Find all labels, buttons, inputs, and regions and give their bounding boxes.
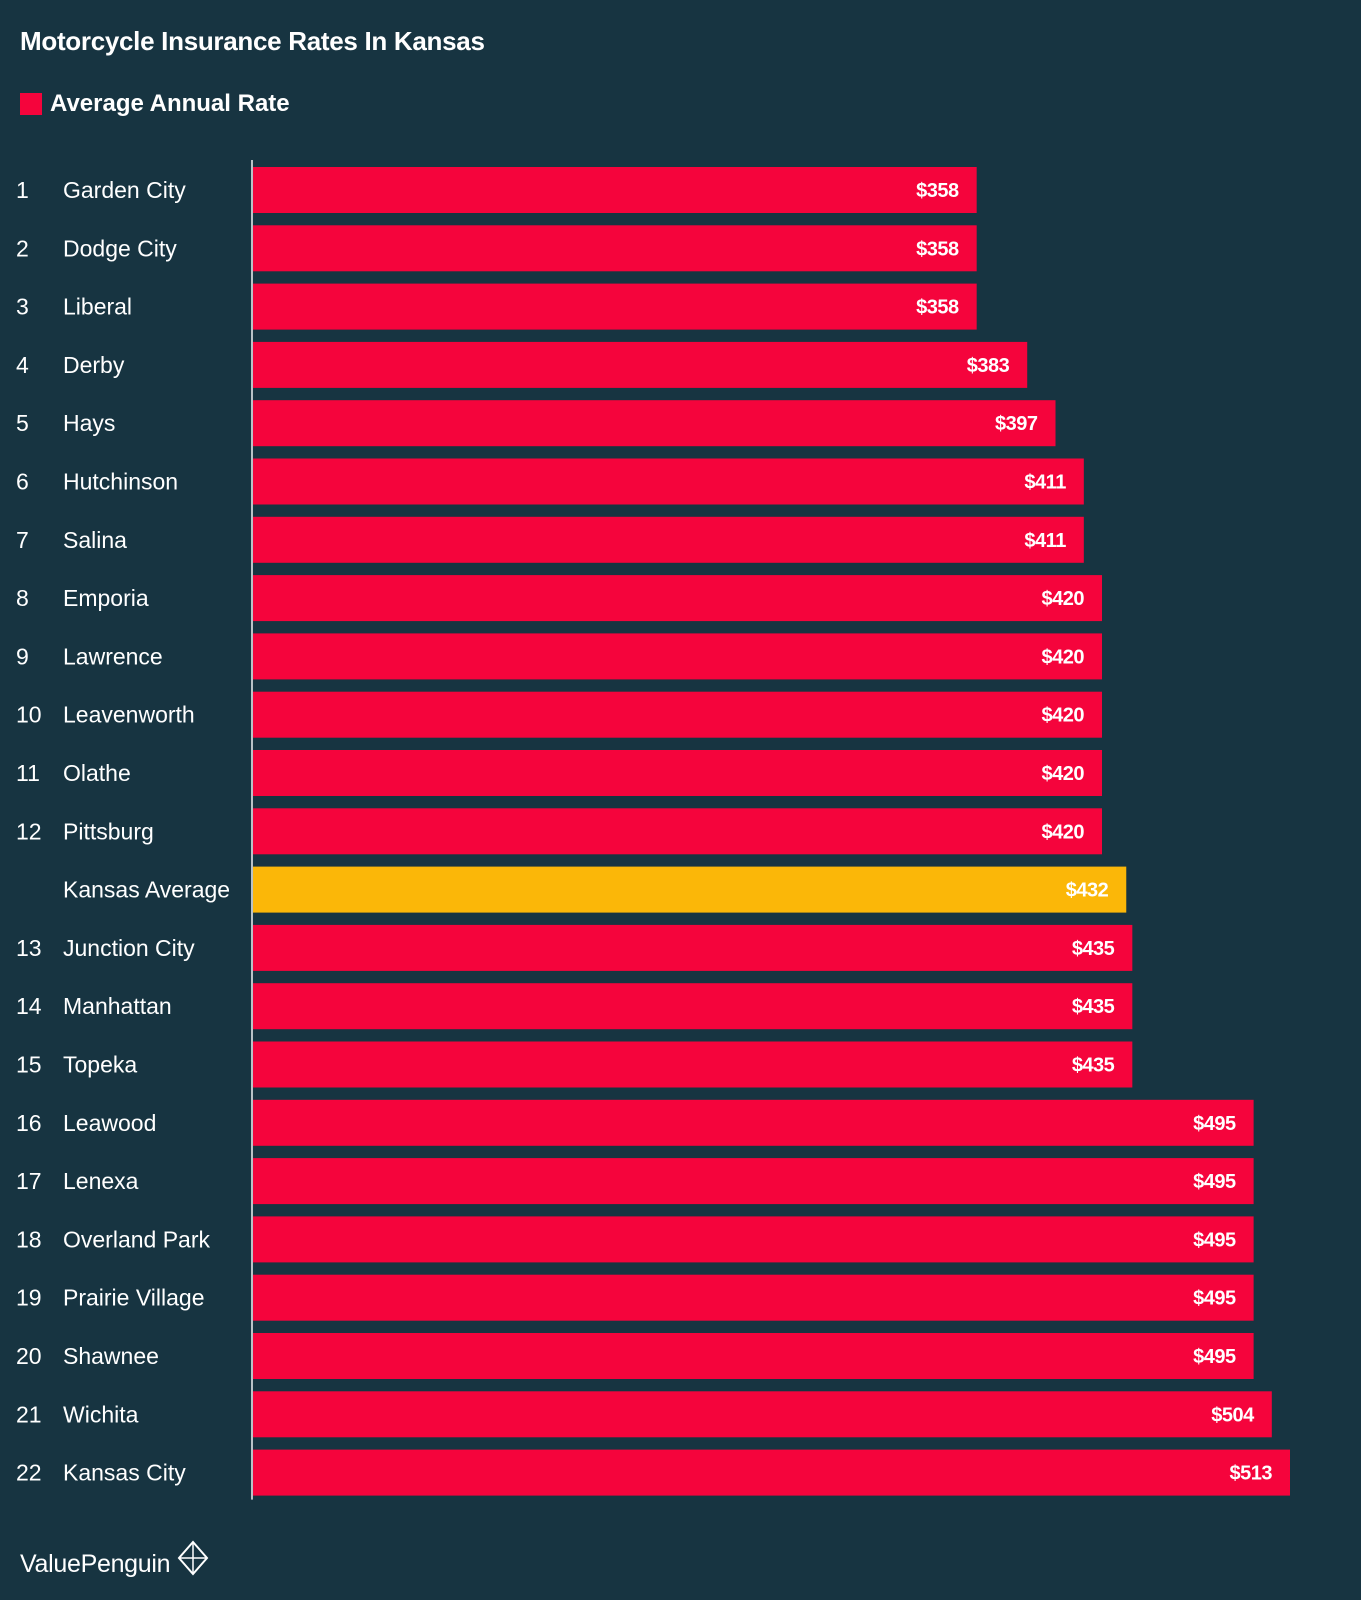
data-label: $432 [1066,880,1109,902]
bar [253,691,1103,738]
bar [253,225,977,272]
city-label: Liberal [63,294,132,320]
chart-title: Motorcycle Insurance Rates In Kansas [20,26,485,56]
data-label: $420 [1042,821,1085,843]
bar [253,167,977,213]
data-label: $397 [995,413,1038,435]
rank-label: 13 [16,935,42,961]
rank-label: 21 [16,1401,42,1427]
data-label: $495 [1193,1288,1236,1310]
bar [253,1391,1272,1438]
rank-label: 15 [16,1052,42,1078]
city-label: Derby [63,352,125,378]
city-label: Hays [63,410,115,436]
city-label: Leavenworth [63,702,195,728]
bar [253,808,1103,855]
bar [253,983,1133,1030]
city-label: Dodge City [63,235,177,261]
data-label: $504 [1211,1404,1255,1426]
bar [253,575,1103,622]
data-label: $420 [1042,588,1085,610]
bar [253,1216,1254,1263]
rank-label: 17 [16,1168,42,1194]
rank-label: 22 [16,1460,42,1486]
data-label: $358 [916,238,959,260]
rank-label: 16 [16,1110,42,1136]
rank-label: 6 [16,469,29,495]
legend-swatch [20,93,42,115]
city-label: Salina [63,527,127,553]
data-label: $435 [1072,938,1115,960]
bar [253,1274,1254,1321]
bar-chart: $358 1 Garden City $358 2 Dodge City $358 3 Libe… [16,160,1290,1500]
city-label: Olathe [63,760,131,786]
bar [253,516,1084,563]
city-label: Leawood [63,1110,156,1136]
city-label: Prairie Village [63,1285,204,1311]
data-label: $435 [1072,1055,1115,1077]
bar [253,1099,1254,1146]
city-label: Manhattan [63,993,172,1019]
bar [253,633,1103,680]
footer: ValuePenguin [20,1539,210,1579]
rank-label: 9 [16,643,29,669]
city-label: Overland Park [63,1226,211,1252]
data-label: $420 [1042,763,1085,785]
data-label: $411 [1024,530,1066,552]
bar [253,1333,1254,1379]
bar [253,866,1127,913]
bar [253,1158,1254,1205]
brand-logo-text: ValuePenguin [20,1550,171,1578]
rank-label: 1 [16,177,29,203]
rank-label: 19 [16,1285,42,1311]
bar [253,458,1084,505]
bar [253,341,1028,388]
city-label: Hutchinson [63,469,178,495]
city-label: Pittsburg [63,818,154,844]
data-label: $420 [1042,705,1085,727]
bar [253,924,1133,971]
city-label: Wichita [63,1401,139,1427]
data-label: $495 [1193,1171,1236,1193]
bar [253,1041,1133,1088]
city-label: Kansas City [63,1460,186,1486]
data-label: $513 [1230,1463,1273,1485]
rank-label: 5 [16,410,29,436]
rank-label: 2 [16,235,29,261]
rank-label: 8 [16,585,29,611]
city-label: Lenexa [63,1168,139,1194]
data-label: $411 [1024,472,1066,494]
bar [253,400,1056,447]
data-label: $495 [1193,1346,1236,1368]
legend-label: Average Annual Rate [50,90,290,117]
rank-label: 12 [16,818,42,844]
city-label: Garden City [63,177,186,203]
rank-label: 20 [16,1343,42,1369]
rank-label: 11 [16,760,40,786]
data-label: $435 [1072,996,1115,1018]
data-label: $495 [1193,1113,1236,1135]
rank-label: 4 [16,352,29,378]
city-label: Kansas Average [63,877,230,903]
data-label: $383 [967,355,1010,377]
city-label: Emporia [63,585,149,611]
city-label: Topeka [63,1052,137,1078]
rank-label: 3 [16,294,29,320]
valuepenguin-logo-icon [177,1539,209,1576]
bar [253,1449,1290,1496]
legend: Average Annual Rate [20,90,290,118]
data-label: $358 [916,297,959,319]
rank-label: 18 [16,1226,42,1252]
data-label: $495 [1193,1229,1236,1251]
bar [253,283,977,330]
data-label: $420 [1042,646,1085,668]
rank-label: 14 [16,993,42,1019]
rank-label: 10 [16,702,42,728]
data-label: $358 [916,180,959,202]
rank-label: 7 [16,527,29,553]
city-label: Junction City [63,935,195,961]
city-label: Lawrence [63,643,163,669]
city-label: Shawnee [63,1343,159,1369]
bar [253,750,1103,796]
